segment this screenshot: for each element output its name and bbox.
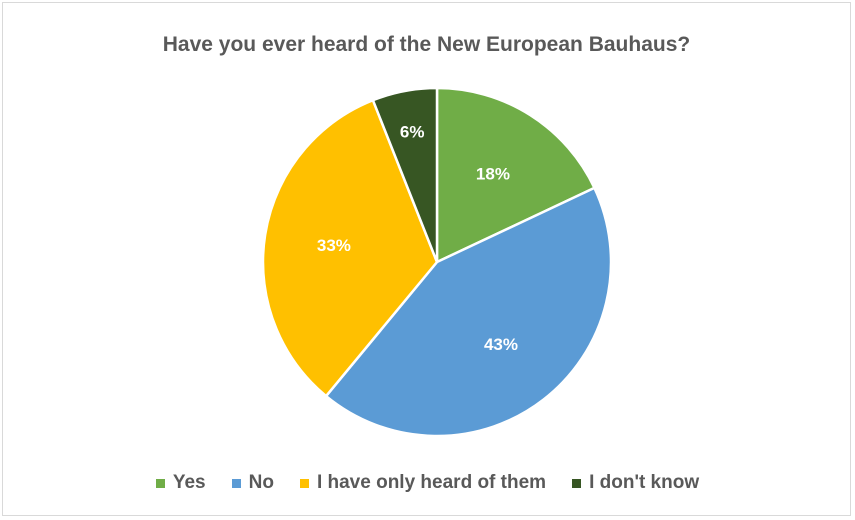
data-label-0: 18% <box>476 164 510 183</box>
data-label-2: 33% <box>317 236 351 255</box>
legend-swatch-0 <box>155 478 165 488</box>
legend-label-0: Yes <box>172 472 206 493</box>
pie-slice-3 <box>371 86 439 264</box>
legend-label-1: No <box>248 472 274 493</box>
legend-label-3: I don't know <box>589 472 700 493</box>
legend: Yes No I have only heard of them I don't kn… <box>0 472 855 494</box>
legend-item-3: I don't know <box>572 472 699 494</box>
chart-title: Have you ever heard of the New European … <box>162 33 691 56</box>
legend-swatch-2 <box>299 478 309 488</box>
data-label-1: 43% <box>484 335 518 354</box>
legend-item-0: Yes <box>155 472 206 494</box>
legend-swatch-3 <box>572 478 582 488</box>
pie-slice-1 <box>324 186 613 438</box>
legend-swatch-1 <box>231 478 241 488</box>
legend-label-2: I have only heard of them <box>316 472 547 493</box>
data-label-3: 6% <box>400 123 425 142</box>
legend-item-1: No <box>231 472 274 494</box>
pie-slice-0 <box>435 86 596 264</box>
legend-item-2: I have only heard of them <box>299 472 547 494</box>
pie-slice-2 <box>261 98 439 398</box>
